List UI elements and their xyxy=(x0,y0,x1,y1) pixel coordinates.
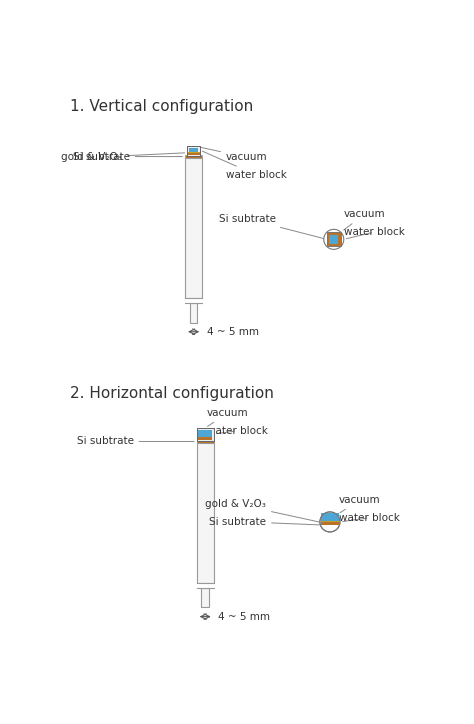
Text: gold & V₂O₃: gold & V₂O₃ xyxy=(205,499,323,523)
Bar xyxy=(321,521,339,522)
Bar xyxy=(188,153,200,155)
Bar xyxy=(327,232,341,246)
Bar xyxy=(201,588,209,607)
Text: vacuum: vacuum xyxy=(344,209,385,230)
Text: 4 ~ 5 mm: 4 ~ 5 mm xyxy=(207,327,259,337)
Bar xyxy=(197,428,214,441)
Bar xyxy=(185,298,202,303)
Text: Si subtrate: Si subtrate xyxy=(77,437,194,447)
Text: water block: water block xyxy=(339,513,400,523)
Text: Si subtrate: Si subtrate xyxy=(73,151,182,161)
Bar xyxy=(185,155,202,159)
Bar xyxy=(197,439,214,443)
Bar xyxy=(327,232,341,246)
Text: vacuum: vacuum xyxy=(207,408,248,426)
Bar xyxy=(189,148,198,151)
Bar xyxy=(198,429,212,437)
Bar xyxy=(197,443,214,583)
Text: vacuum: vacuum xyxy=(339,495,381,513)
Bar xyxy=(321,522,339,525)
Circle shape xyxy=(324,230,344,249)
Bar xyxy=(198,437,212,439)
Text: vacuum: vacuum xyxy=(198,147,268,162)
Bar xyxy=(197,583,214,588)
Text: 2. Horizontal configuration: 2. Horizontal configuration xyxy=(70,386,273,400)
Bar xyxy=(321,513,339,521)
Text: gold & V₂O₃: gold & V₂O₃ xyxy=(61,152,185,162)
Bar xyxy=(188,151,200,153)
Bar xyxy=(197,428,214,441)
Bar xyxy=(329,235,338,244)
Bar xyxy=(190,303,198,322)
Text: water block: water block xyxy=(344,227,405,239)
Bar xyxy=(188,146,200,156)
Text: Si subtrate: Si subtrate xyxy=(219,214,324,239)
Circle shape xyxy=(320,512,340,532)
Text: 4 ~ 5 mm: 4 ~ 5 mm xyxy=(219,612,270,622)
Bar xyxy=(185,159,202,298)
Text: water block: water block xyxy=(207,426,268,436)
Text: 1. Vertical configuration: 1. Vertical configuration xyxy=(70,99,253,114)
Text: Si subtrate: Si subtrate xyxy=(209,516,319,526)
Text: water block: water block xyxy=(202,151,287,180)
Bar xyxy=(188,146,200,156)
